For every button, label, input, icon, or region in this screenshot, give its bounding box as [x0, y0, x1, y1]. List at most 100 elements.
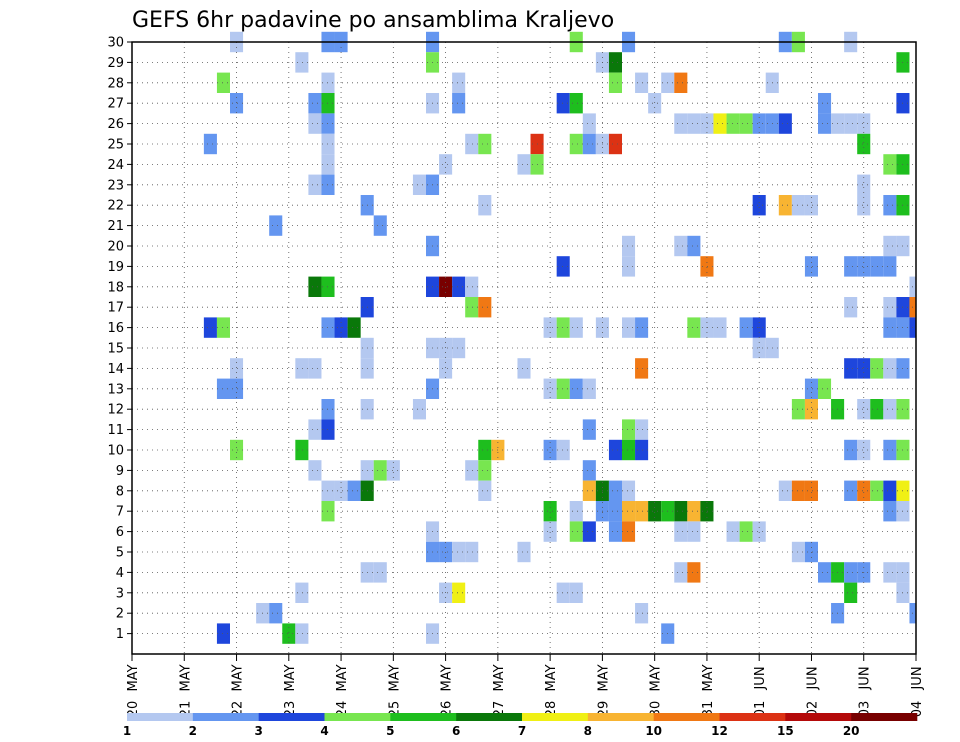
heatmap-cell [622, 256, 636, 277]
heatmap-cell [386, 460, 400, 481]
heatmap-cell [791, 195, 805, 216]
heatmap-cell [569, 133, 583, 155]
heatmap-cell [674, 501, 688, 522]
legend-swatch [456, 713, 523, 721]
color-legend: 1 2 3 4 5 6 7 8 10 12 15 20 [123, 713, 918, 738]
y-axis: 1234567891011121314151617181920212223242… [107, 36, 132, 642]
heatmap-cell [687, 317, 701, 338]
heatmap-cell [373, 215, 387, 236]
heatmap-cell [608, 72, 622, 93]
heatmap-cell [857, 358, 871, 379]
heatmap-cell [687, 113, 701, 134]
y-tick-label: 5 [116, 546, 124, 561]
y-tick-label: 27 [107, 97, 124, 112]
heatmap-cell [373, 460, 387, 481]
y-tick-label: 21 [107, 219, 124, 234]
heatmap-cell [569, 317, 583, 338]
heatmap-cell [230, 439, 244, 461]
heatmap-cell [883, 235, 897, 257]
legend-label: 2 [189, 724, 197, 738]
y-tick-label: 13 [107, 382, 124, 397]
x-tick-month: MAY [596, 664, 611, 691]
legend-swatch [192, 713, 259, 721]
cell-layer [203, 31, 916, 644]
heatmap-cell [465, 276, 479, 297]
heatmap-cell [857, 256, 871, 277]
heatmap-cell [556, 582, 570, 603]
heatmap-cell [608, 480, 622, 501]
heatmap-cell [883, 358, 897, 379]
heatmap-cell [478, 439, 492, 461]
legend-label: 20 [843, 724, 860, 738]
heatmap-cell [635, 501, 649, 522]
legend-label: 10 [645, 724, 662, 738]
heatmap-cell [608, 439, 622, 461]
heatmap-cell [308, 419, 322, 440]
heatmap-cell [230, 358, 244, 379]
heatmap-cell [465, 541, 479, 563]
heatmap-cell [791, 480, 805, 501]
heatmap-cell [308, 276, 322, 297]
x-tick-month: MAY [178, 664, 193, 691]
heatmap-cell [739, 113, 753, 134]
heatmap-cell [674, 562, 688, 583]
heatmap-cell [465, 460, 479, 481]
heatmap-cell [883, 562, 897, 583]
x-tick-month: MAY [231, 664, 246, 691]
heatmap-cell [478, 133, 492, 155]
heatmap-cell [700, 113, 714, 134]
x-tick-month: JUN [805, 666, 820, 690]
heatmap-cell [857, 133, 871, 155]
heatmap-cell [308, 174, 322, 195]
y-tick-label: 12 [107, 403, 124, 418]
heatmap-cell [622, 235, 636, 257]
heatmap-cell [622, 501, 636, 522]
legend-label: 7 [518, 724, 526, 738]
heatmap-cell [569, 501, 583, 522]
y-tick-label: 19 [107, 260, 124, 275]
x-tick-month: MAY [440, 664, 455, 691]
grid-layer [132, 41, 917, 654]
heatmap-cell [883, 399, 897, 420]
heatmap-cell [857, 439, 871, 461]
heatmap-cell [465, 133, 479, 155]
y-tick-label: 11 [107, 423, 124, 438]
heatmap-cell [739, 317, 753, 338]
heatmap-cell [726, 521, 740, 542]
heatmap-cell [844, 113, 858, 134]
heatmap-cell [295, 52, 309, 73]
heatmap-cell [582, 460, 596, 481]
heatmap-cell [674, 72, 688, 93]
heatmap-cell [230, 93, 244, 114]
y-tick-label: 6 [116, 525, 124, 540]
heatmap-cell [674, 113, 688, 134]
heatmap-cell [582, 133, 596, 155]
heatmap-cell [216, 378, 230, 399]
heatmap-cell [752, 113, 766, 134]
heatmap-cell [870, 358, 884, 379]
heatmap-cell [569, 378, 583, 399]
heatmap-cell [739, 521, 753, 542]
legend-label: 4 [320, 724, 328, 738]
heatmap-cell [347, 317, 361, 338]
x-tick-month: MAY [335, 664, 350, 691]
y-tick-label: 3 [116, 586, 124, 601]
x-tick-month: MAY [492, 664, 507, 691]
y-tick-label: 18 [107, 280, 124, 295]
heatmap-cell [648, 501, 662, 522]
heatmap-cell [726, 113, 740, 134]
heatmap-cell [517, 358, 531, 379]
heatmap-cell [556, 256, 570, 277]
heatmap-cell [582, 419, 596, 440]
heatmap-cell [844, 439, 858, 461]
legend-swatch [785, 713, 852, 721]
heatmap-cell [844, 582, 858, 603]
